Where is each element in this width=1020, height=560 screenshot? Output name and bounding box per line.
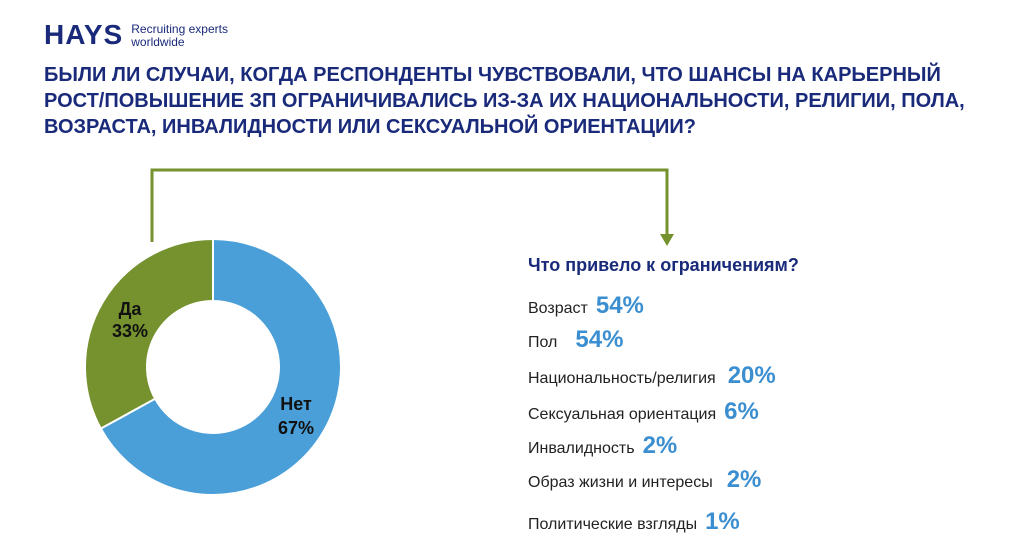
logo-tagline-line-2: worldwide (131, 35, 185, 49)
reason-row-gender: Пол 54% (528, 326, 623, 354)
reason-row-nationality: Национальность/религия 20% (528, 362, 776, 390)
slice-label-no-name: Нет (280, 394, 312, 414)
reason-label: Образ жизни и интересы (528, 474, 713, 491)
reason-label: Инвалидность (528, 440, 635, 457)
reason-label: Национальность/религия (528, 370, 716, 387)
reasons-title: Что привело к ограничениям? (528, 255, 799, 275)
logo-tagline-line-1: Recruiting experts (131, 22, 228, 36)
reason-value: 54% (575, 326, 624, 353)
reason-value: 2% (642, 432, 678, 459)
reason-row-orientation: Сексуальная ориентация 6% (528, 398, 759, 426)
reason-value: 20% (727, 362, 776, 389)
connector-arrowhead (660, 234, 674, 246)
connector-arrow (150, 168, 674, 246)
page-title: БЫЛИ ЛИ СЛУЧАИ, КОГДА РЕСПОНДЕНТЫ ЧУВСТВ… (44, 64, 965, 138)
reason-value: 6% (724, 398, 759, 425)
slice-label-yes-value: 33% (112, 321, 148, 341)
reason-label: Сексуальная ориентация (528, 406, 717, 423)
reason-row-disability: Инвалидность 2% (528, 432, 677, 460)
reason-value: 54% (595, 292, 644, 319)
reason-row-age: Возраст 54% (528, 292, 644, 320)
slice-label-yes-name: Да (119, 299, 143, 319)
logo-tagline: Recruiting experts worldwide (131, 23, 228, 49)
reason-row-lifestyle: Образ жизни и интересы 2% (528, 466, 761, 494)
logo-wordmark: HAYS (44, 19, 124, 50)
slice-label-no-value: 67% (278, 418, 314, 438)
hays-logo: HAYS Recruiting experts worldwide (44, 20, 228, 50)
reason-row-politics: Политические взгляды 1% (528, 508, 740, 536)
reason-value: 1% (705, 508, 740, 535)
reason-value: 2% (726, 466, 762, 493)
reason-label: Возраст (528, 300, 588, 317)
connector-line (150, 168, 669, 242)
donut-slice-0 (84, 237, 214, 431)
reason-label: Пол (528, 334, 558, 351)
donut-slices (84, 237, 342, 496)
reason-label: Политические взгляды (528, 516, 698, 533)
donut-slice-1 (99, 237, 342, 496)
